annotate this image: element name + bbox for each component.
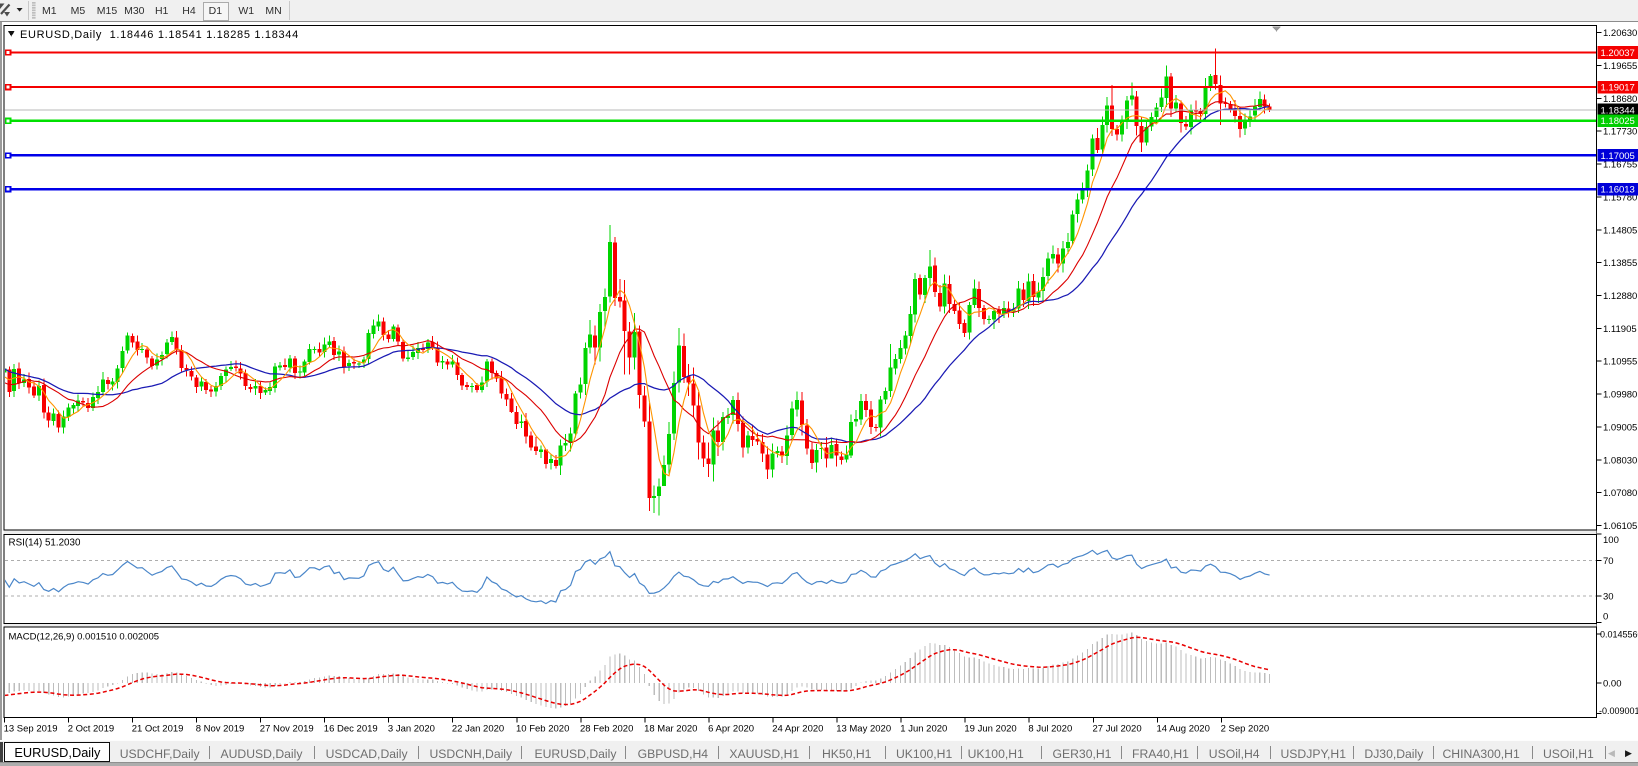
svg-text:27 Nov 2019: 27 Nov 2019 [260,724,314,735]
svg-text:1.15780: 1.15780 [1603,193,1637,204]
svg-text:1.17730: 1.17730 [1603,126,1637,137]
svg-text:1.06105: 1.06105 [1603,521,1637,532]
svg-text:1.09005: 1.09005 [1603,423,1637,434]
svg-text:1.11905: 1.11905 [1603,324,1637,335]
svg-text:10 Feb 2020: 10 Feb 2020 [516,724,569,735]
svg-text:1.17005: 1.17005 [1601,151,1635,162]
svg-text:1.10955: 1.10955 [1603,356,1637,367]
svg-text:1.12880: 1.12880 [1603,291,1637,302]
svg-text:2 Oct 2019: 2 Oct 2019 [68,724,114,735]
svg-text:22 Jan 2020: 22 Jan 2020 [452,724,504,735]
svg-text:24 Apr 2020: 24 Apr 2020 [772,724,823,735]
svg-text:1.16013: 1.16013 [1601,185,1635,196]
svg-text:14 Aug 2020: 14 Aug 2020 [1157,724,1210,735]
svg-text:1.07080: 1.07080 [1603,488,1637,499]
svg-text:0: 0 [1603,611,1608,622]
svg-text:1.16755: 1.16755 [1603,160,1637,171]
svg-text:18 Mar 2020: 18 Mar 2020 [644,724,697,735]
svg-text:3 Jan 2020: 3 Jan 2020 [388,724,435,735]
svg-text:EURUSD,Daily 1.18446 1.18541: EURUSD,Daily 1.18446 1.18541 1.18285 1.1… [20,29,299,41]
svg-text:1.19655: 1.19655 [1603,61,1637,72]
svg-text:1.19017: 1.19017 [1601,83,1635,94]
svg-text:1 Jun 2020: 1 Jun 2020 [900,724,947,735]
svg-text:28 Feb 2020: 28 Feb 2020 [580,724,633,735]
svg-text:8 Jul 2020: 8 Jul 2020 [1028,724,1072,735]
svg-text:21 Oct 2019: 21 Oct 2019 [132,724,184,735]
svg-text:30: 30 [1603,592,1614,603]
svg-text:RSI(14) 51.2030: RSI(14) 51.2030 [9,537,81,548]
svg-text:1.20630: 1.20630 [1603,28,1637,39]
svg-text:100: 100 [1603,535,1619,546]
svg-text:1.18344: 1.18344 [1601,105,1635,116]
svg-text:1.09980: 1.09980 [1603,390,1637,401]
svg-text:13 May 2020: 13 May 2020 [836,724,891,735]
svg-text:1.20037: 1.20037 [1601,48,1635,59]
svg-text:1.18025: 1.18025 [1601,116,1635,127]
svg-text:70: 70 [1603,556,1614,567]
svg-text:2 Sep 2020: 2 Sep 2020 [1221,724,1270,735]
svg-text:-0.0090010: -0.0090010 [1599,706,1638,716]
svg-text:0.00: 0.00 [1603,679,1622,690]
svg-text:8 Nov 2019: 8 Nov 2019 [196,724,245,735]
svg-text:1.13855: 1.13855 [1603,258,1637,269]
svg-text:MACD(12,26,9) 0.001510 0.00200: MACD(12,26,9) 0.001510 0.002005 [9,632,160,643]
svg-text:1.08030: 1.08030 [1603,456,1637,467]
svg-text:19 Jun 2020: 19 Jun 2020 [964,724,1016,735]
svg-text:27 Jul 2020: 27 Jul 2020 [1093,724,1142,735]
svg-text:13 Sep 2019: 13 Sep 2019 [4,724,58,735]
svg-text:6 Apr 2020: 6 Apr 2020 [708,724,754,735]
svg-text:1.18680: 1.18680 [1603,94,1637,105]
svg-text:16 Dec 2019: 16 Dec 2019 [324,724,378,735]
svg-text:1.14805: 1.14805 [1603,226,1637,237]
